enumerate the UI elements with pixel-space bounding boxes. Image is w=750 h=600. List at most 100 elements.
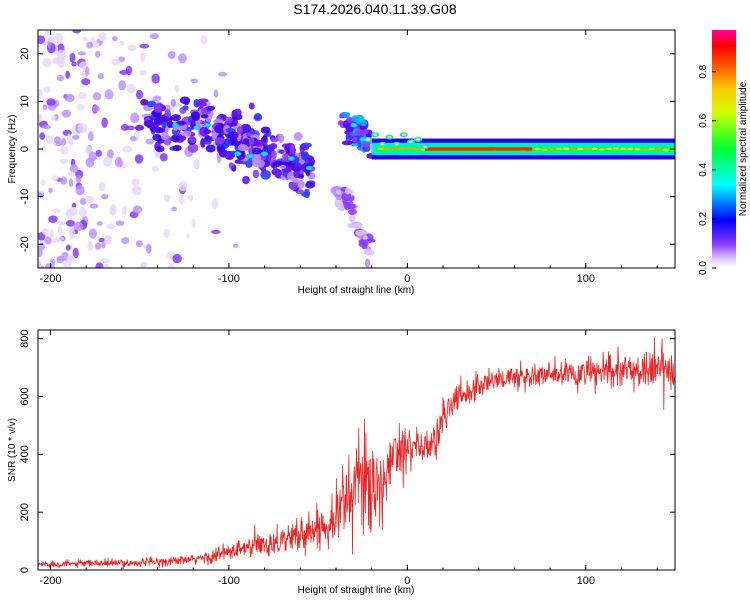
streak-blob (278, 149, 285, 154)
noise-blob (121, 205, 127, 216)
snr-y-ticks: 0 200 400 600 800 (19, 329, 675, 573)
streak-core (195, 126, 199, 129)
noise-blob (38, 35, 46, 44)
noise-blob (174, 84, 179, 93)
spectrogram-blobs (38, 30, 675, 268)
noise-blob (65, 209, 74, 219)
noise-blob (47, 36, 56, 43)
noise-blob (65, 219, 75, 227)
carrier-hot-segment (655, 147, 662, 150)
streak-blob (253, 139, 265, 147)
snr-x-tick-label: 100 (577, 575, 595, 587)
noise-blob (118, 80, 126, 91)
streak-blob (260, 126, 271, 134)
carrier-wiggle-core (380, 143, 385, 146)
noise-blob (73, 221, 84, 232)
streak-blob (134, 124, 145, 131)
streak-core (262, 152, 267, 155)
noise-blob (42, 104, 48, 111)
noise-blob (98, 181, 106, 192)
noise-blob (109, 206, 115, 216)
streak-blob (140, 99, 149, 106)
noise-blob (232, 243, 239, 248)
streak-blob (353, 222, 363, 230)
noise-blob (57, 225, 62, 235)
streak-blob (181, 130, 192, 137)
streak-blob (300, 151, 310, 161)
noise-blob (61, 109, 72, 118)
noise-blob (159, 152, 168, 162)
noise-blob (146, 243, 152, 254)
noise-blob (38, 243, 45, 251)
noise-blob (44, 263, 55, 268)
noise-blob (122, 145, 133, 153)
noise-blob (104, 89, 114, 100)
noise-blob (149, 33, 159, 40)
carrier-hot-segment (541, 148, 548, 152)
streak-blob (245, 132, 253, 137)
streak-blob (203, 129, 212, 135)
carrier-hot-segment (634, 148, 641, 151)
noise-blob (41, 145, 47, 153)
streak-blob (347, 208, 357, 215)
streak-blob (341, 111, 351, 118)
spectrogram-x-axis-label: Height of straight line (km) (298, 285, 415, 296)
noise-blob (38, 249, 43, 258)
noise-blob (100, 258, 110, 264)
noise-blob (104, 234, 112, 245)
streak-blob (363, 249, 375, 256)
noise-blob (111, 58, 121, 66)
streak-blob (228, 162, 234, 170)
streak-blob (229, 136, 238, 146)
carrier-hot-segment (406, 146, 413, 150)
streak-blob (170, 98, 177, 108)
noise-blob (85, 66, 90, 76)
noise-blob (86, 41, 94, 49)
streak-blob (170, 134, 180, 143)
snr-panel: -200 -100 0 100 0 200 400 600 800 Height of str… (7, 329, 676, 596)
noise-blob (135, 240, 143, 248)
noise-blob (82, 36, 88, 42)
streak-blob (161, 121, 167, 129)
noise-blob (51, 175, 59, 182)
streak-blob (335, 189, 342, 195)
noise-blob (111, 36, 118, 42)
noise-blob (38, 259, 42, 268)
streak-blob (347, 223, 357, 229)
noise-blob (69, 53, 76, 63)
noise-blob (66, 244, 71, 251)
carrier-hot-segment (584, 147, 591, 151)
streak-core (352, 124, 356, 127)
noise-blob (54, 32, 64, 44)
noise-blob (191, 218, 196, 229)
noise-blob (75, 185, 85, 196)
streak-blob (157, 114, 168, 124)
carrier-wiggle-core (394, 143, 399, 146)
noise-blob (38, 141, 41, 147)
streak-blob (364, 233, 374, 244)
noise-blob (69, 228, 76, 240)
carrier-hot-segment (605, 147, 612, 150)
noise-blob (193, 159, 200, 170)
noise-blob (50, 115, 57, 121)
noise-blob (87, 131, 94, 142)
noise-blob (43, 86, 51, 93)
colorbar-tick-label: 0.2 (698, 212, 709, 226)
colorbar: 0.0 0.2 0.4 0.6 0.8 Normalized spectral ampl… (698, 30, 749, 275)
streak-blob (301, 142, 312, 148)
noise-blob (211, 229, 221, 234)
carrier-hot-segment (627, 147, 634, 151)
carrier-wiggle-core (401, 133, 406, 136)
streak-blob (182, 105, 189, 111)
noise-blob (92, 92, 102, 101)
streak-blob (214, 137, 225, 144)
noise-blob (42, 57, 52, 68)
streak-blob (305, 168, 311, 176)
noise-blob (77, 123, 88, 134)
snr-x-tick-label: -100 (218, 575, 240, 587)
noise-blob (57, 220, 66, 226)
noise-blob (125, 65, 133, 76)
noise-blob (178, 194, 184, 205)
